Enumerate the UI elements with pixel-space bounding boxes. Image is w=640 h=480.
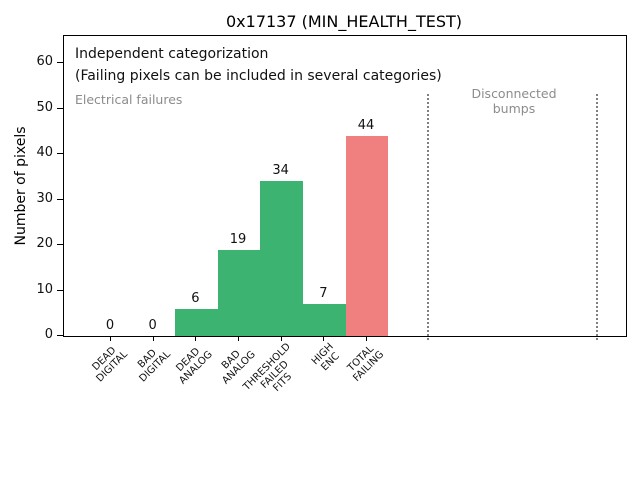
region-label-disconnected-bumps: Disconnected bumps: [442, 86, 586, 116]
plot-area: [63, 35, 627, 337]
x-tick-mark: [152, 336, 154, 341]
x-tick-mark: [280, 336, 282, 341]
x-tick-label: TOTAL FAILING: [344, 342, 386, 384]
y-tick-mark: [57, 244, 63, 246]
bar: [303, 304, 346, 336]
y-tick-mark: [57, 107, 63, 109]
bar-value-label: 0: [148, 318, 157, 333]
y-tick-label: 40: [36, 145, 53, 161]
bar: [175, 308, 218, 336]
bar-value-label: 44: [357, 118, 375, 133]
chart-title: 0x17137 (MIN_HEALTH_TEST): [225, 12, 463, 31]
y-tick-label: 10: [36, 281, 53, 297]
dotted-separator-left: [427, 94, 429, 340]
region-label-electrical-failures: Electrical failures: [75, 92, 183, 107]
x-tick-label: DEAD ANALOG: [171, 342, 216, 387]
bar: [345, 136, 389, 336]
y-tick-mark: [57, 153, 63, 155]
bar: [217, 249, 261, 336]
y-tick-mark: [57, 198, 63, 200]
annotation-independent-categorization: Independent categorization: [75, 46, 269, 62]
y-tick-label: 60: [36, 54, 53, 70]
bar-value-label: 0: [105, 318, 115, 333]
x-tick-mark: [238, 336, 239, 341]
y-tick-label: 30: [36, 190, 53, 206]
y-tick-mark: [57, 335, 63, 336]
x-tick-mark: [110, 336, 111, 341]
y-tick-label: 0: [44, 327, 53, 342]
x-tick-label: BAD DIGITAL: [130, 342, 173, 385]
x-tick-mark: [323, 336, 325, 341]
region-label-disconnected-line1: Disconnected: [471, 86, 557, 101]
bar-value-label: 34: [272, 163, 289, 179]
annotation-failing-pixels-note: (Failing pixels can be included in sever…: [75, 68, 442, 84]
x-tick-mark: [366, 336, 368, 341]
x-tick-label: DEAD DIGITAL: [87, 342, 130, 385]
y-tick-mark: [57, 289, 63, 291]
dotted-separator-right: [596, 94, 598, 340]
y-tick-label: 50: [36, 99, 53, 115]
x-tick-mark: [195, 336, 197, 341]
region-label-disconnected-line2: bumps: [492, 101, 536, 116]
bar-value-label: 7: [319, 286, 328, 302]
bar: [260, 181, 303, 336]
bar-value-label: 6: [191, 290, 200, 306]
y-tick-label: 20: [36, 236, 53, 252]
bar-value-label: 19: [229, 231, 247, 247]
y-tick-mark: [57, 62, 63, 64]
x-tick-label: HIGH ENC: [309, 341, 343, 375]
